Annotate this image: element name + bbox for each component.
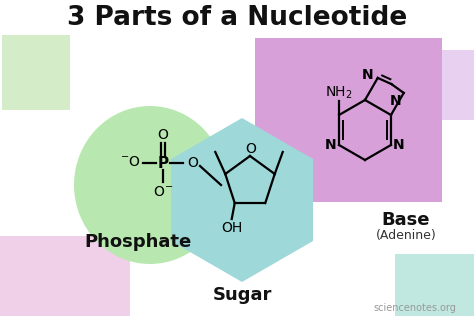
Text: (Adenine): (Adenine) [375, 228, 437, 241]
Text: N: N [325, 138, 337, 152]
FancyBboxPatch shape [0, 236, 130, 316]
Text: Base: Base [382, 211, 430, 229]
Text: $^{-}$O: $^{-}$O [119, 155, 140, 169]
Text: NH$_2$: NH$_2$ [325, 85, 353, 101]
Text: OH: OH [221, 221, 242, 235]
Text: O: O [157, 128, 168, 142]
FancyBboxPatch shape [430, 50, 474, 120]
Text: Sugar: Sugar [212, 286, 272, 304]
Ellipse shape [74, 106, 226, 264]
Text: P: P [157, 155, 169, 171]
Text: Phosphate: Phosphate [84, 233, 191, 251]
Text: 3 Parts of a Nucleotide: 3 Parts of a Nucleotide [67, 5, 407, 31]
Text: N: N [393, 138, 405, 152]
Text: O: O [246, 142, 256, 156]
Text: O$^{-}$: O$^{-}$ [153, 185, 173, 199]
Polygon shape [171, 118, 313, 282]
FancyBboxPatch shape [2, 35, 70, 110]
Text: sciencenotes.org: sciencenotes.org [374, 303, 456, 313]
Text: N: N [390, 94, 401, 108]
FancyBboxPatch shape [395, 254, 474, 316]
FancyBboxPatch shape [255, 38, 442, 202]
Text: N: N [362, 68, 374, 82]
Text: O: O [188, 156, 199, 170]
